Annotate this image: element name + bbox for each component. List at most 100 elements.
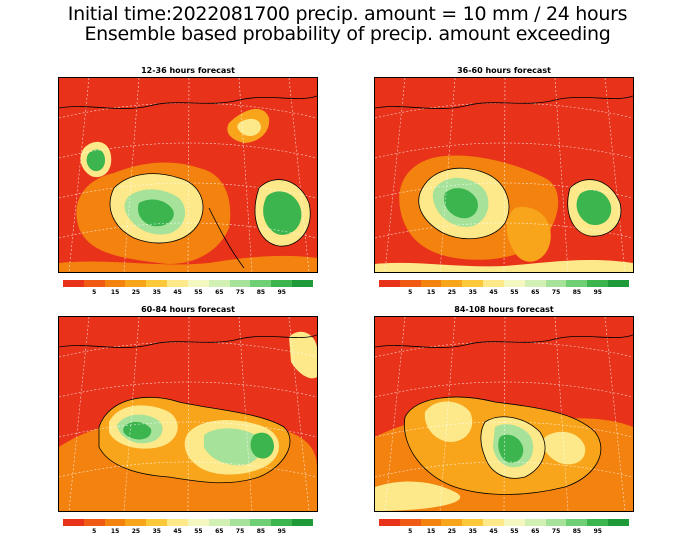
colorbar-swatch xyxy=(229,280,251,287)
colorbar-swatch xyxy=(125,280,147,287)
colorbar-label: 15 xyxy=(110,289,120,296)
probability-map xyxy=(374,77,634,273)
colorbar-label: 75 xyxy=(235,528,245,535)
colorbar-swatch xyxy=(271,280,293,287)
colorbar-label: 5 xyxy=(92,528,97,535)
panel-title: 12-36 hours forecast xyxy=(141,66,235,75)
colorbar-label: 25 xyxy=(447,528,457,535)
panel-title: 84-108 hours forecast xyxy=(454,305,554,314)
colorbar-swatch xyxy=(608,519,629,526)
colorbar-swatch xyxy=(146,519,168,526)
colorbar-swatch xyxy=(587,519,609,526)
colorbar-swatch xyxy=(462,280,484,287)
colorbar-label: 25 xyxy=(131,289,141,296)
colorbar-swatch xyxy=(146,280,168,287)
colorbar-swatch xyxy=(167,519,188,526)
colorbar-label: 45 xyxy=(489,289,498,296)
colorbar-swatches xyxy=(379,519,629,526)
colorbar-label: 55 xyxy=(510,289,519,296)
colorbar-swatch xyxy=(524,519,546,526)
colorbar-labels: 5 15 25 35 45 55 65 75 85 95 xyxy=(63,289,313,297)
colorbar-swatches xyxy=(379,280,629,287)
colorbar-swatches xyxy=(63,280,313,287)
colorbar-label: 5 xyxy=(408,528,413,535)
colorbar-label: 75 xyxy=(235,289,245,296)
colorbar-swatch xyxy=(379,280,400,287)
colorbar-swatch xyxy=(566,280,588,287)
colorbar-label: 95 xyxy=(277,528,286,535)
colorbar-label: 65 xyxy=(215,289,224,296)
colorbar-label: 35 xyxy=(468,289,477,296)
probability-map xyxy=(58,316,318,512)
title-line-1: Initial time:2022081700 precip. amount =… xyxy=(67,3,628,25)
colorbar-swatch xyxy=(83,280,105,287)
colorbar-label: 25 xyxy=(447,289,457,296)
colorbar-swatch xyxy=(503,280,525,287)
colorbar-swatch xyxy=(229,519,251,526)
colorbar-swatch xyxy=(462,519,484,526)
colorbar-swatch xyxy=(503,519,525,526)
colorbar-swatch xyxy=(483,519,504,526)
colorbar-swatch xyxy=(420,280,442,287)
colorbar-swatch xyxy=(379,519,400,526)
colorbar-swatch xyxy=(167,280,188,287)
colorbar-label: 65 xyxy=(531,528,540,535)
colorbar-swatch xyxy=(545,280,567,287)
colorbar-swatch xyxy=(208,519,230,526)
colorbar-label: 95 xyxy=(593,528,602,535)
panel-title: 36-60 hours forecast xyxy=(457,66,551,75)
colorbar-label: 45 xyxy=(489,528,498,535)
colorbar-label: 95 xyxy=(277,289,286,296)
colorbar-swatch xyxy=(63,280,84,287)
colorbar-swatch xyxy=(250,280,272,287)
colorbar-label: 5 xyxy=(408,289,413,296)
colorbar-label: 95 xyxy=(593,289,602,296)
colorbar-swatch xyxy=(399,280,421,287)
colorbar: 5 15 25 35 45 55 65 75 85 95 xyxy=(374,519,634,537)
colorbar-swatch xyxy=(292,280,313,287)
colorbar-label: 85 xyxy=(572,289,582,296)
panel-title: 60-84 hours forecast xyxy=(141,305,235,314)
colorbar-swatch xyxy=(399,519,421,526)
colorbar-swatch xyxy=(271,519,293,526)
colorbar-label: 75 xyxy=(551,528,561,535)
colorbar-swatch xyxy=(125,519,147,526)
colorbar-label: 65 xyxy=(531,289,540,296)
colorbar-swatch xyxy=(187,280,209,287)
colorbar-label: 55 xyxy=(194,528,203,535)
colorbar: 5 15 25 35 45 55 65 75 85 95 xyxy=(58,519,318,537)
colorbar-swatch xyxy=(441,519,463,526)
probability-map xyxy=(58,77,318,273)
colorbar-label: 55 xyxy=(194,289,203,296)
colorbar-swatch xyxy=(208,280,230,287)
colorbar-swatch xyxy=(63,519,84,526)
colorbar-swatch xyxy=(483,280,504,287)
colorbar-swatch xyxy=(187,519,209,526)
colorbar-label: 5 xyxy=(92,289,97,296)
colorbar: 5 15 25 35 45 55 65 75 85 95 xyxy=(58,280,318,298)
colorbar-swatch xyxy=(104,519,126,526)
colorbar-labels: 5 15 25 35 45 55 65 75 85 95 xyxy=(63,528,313,536)
colorbar-label: 85 xyxy=(572,528,582,535)
colorbar-swatch xyxy=(545,519,567,526)
colorbar-labels: 5 15 25 35 45 55 65 75 85 95 xyxy=(379,528,629,536)
colorbar-label: 75 xyxy=(551,289,561,296)
colorbar-label: 85 xyxy=(256,528,266,535)
colorbar-label: 35 xyxy=(468,528,477,535)
colorbar-label: 15 xyxy=(426,289,436,296)
title-line-2: Ensemble based probability of precip. am… xyxy=(84,23,611,45)
colorbar-swatch xyxy=(587,280,609,287)
colorbar-label: 85 xyxy=(256,289,266,296)
colorbar-swatch xyxy=(441,280,463,287)
colorbar: 5 15 25 35 45 55 65 75 85 95 xyxy=(374,280,634,298)
colorbar-label: 25 xyxy=(131,528,141,535)
colorbar-swatch xyxy=(566,519,588,526)
colorbar-swatch xyxy=(524,280,546,287)
colorbar-label: 65 xyxy=(215,528,224,535)
colorbar-labels: 5 15 25 35 45 55 65 75 85 95 xyxy=(379,289,629,297)
colorbar-swatch xyxy=(250,519,272,526)
colorbar-label: 35 xyxy=(152,289,161,296)
colorbar-swatch xyxy=(420,519,442,526)
colorbar-label: 35 xyxy=(152,528,161,535)
colorbar-swatches xyxy=(63,519,313,526)
